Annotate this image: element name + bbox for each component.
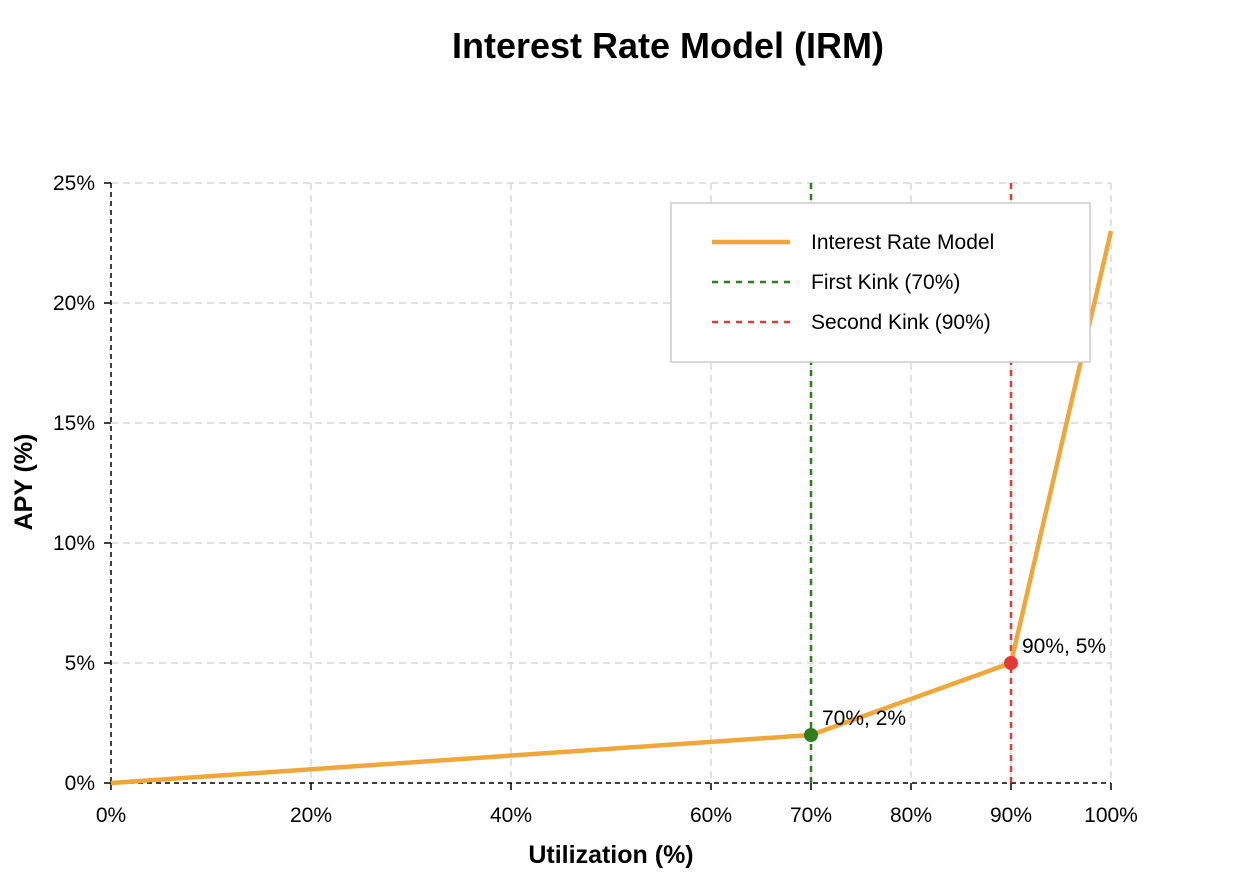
legend-entry-label: First Kink (70%)	[811, 271, 960, 294]
y-tick-label: 15%	[53, 412, 95, 435]
legend-entry-label: Interest Rate Model	[811, 231, 994, 254]
x-tick-label: 80%	[890, 804, 932, 827]
irm-series-line	[110, 230, 1114, 786]
y-tick-labels: 0% 5% 10% 15% 20% 25%	[53, 172, 95, 795]
kink-point	[804, 728, 818, 742]
axes	[104, 182, 1112, 790]
x-tick-label: 100%	[1084, 804, 1138, 827]
chart-title: Interest Rate Model (IRM)	[452, 25, 884, 66]
x-tick-label: 70%	[790, 804, 832, 827]
legend-entry-label: Second Kink (90%)	[811, 311, 991, 334]
y-tick-label: 5%	[65, 652, 95, 675]
series-lines	[110, 230, 1114, 786]
x-tick-label: 90%	[990, 804, 1032, 827]
y-tick-label: 20%	[53, 292, 95, 315]
y-tick-label: 10%	[53, 532, 95, 555]
y-tick-label: 25%	[53, 172, 95, 195]
x-tick-labels: 0% 20% 40% 60% 70% 80% 90% 100%	[96, 804, 1138, 827]
kink-points: 70%, 2% 90%, 5%	[804, 635, 1106, 742]
x-tick-label: 0%	[96, 804, 126, 827]
legend: Interest Rate Model First Kink (70%) Secon…	[670, 202, 1091, 363]
y-axis-label: APY (%)	[10, 434, 38, 531]
x-tick-label: 40%	[490, 804, 532, 827]
x-tick-label: 60%	[690, 804, 732, 827]
x-tick-label: 20%	[290, 804, 332, 827]
y-tick-label: 0%	[65, 772, 95, 795]
x-axis-label: Utilization (%)	[528, 841, 693, 869]
kink-point-label: 70%, 2%	[822, 707, 906, 730]
kink-point-label: 90%, 5%	[1022, 635, 1106, 658]
kink-point	[1004, 656, 1018, 670]
